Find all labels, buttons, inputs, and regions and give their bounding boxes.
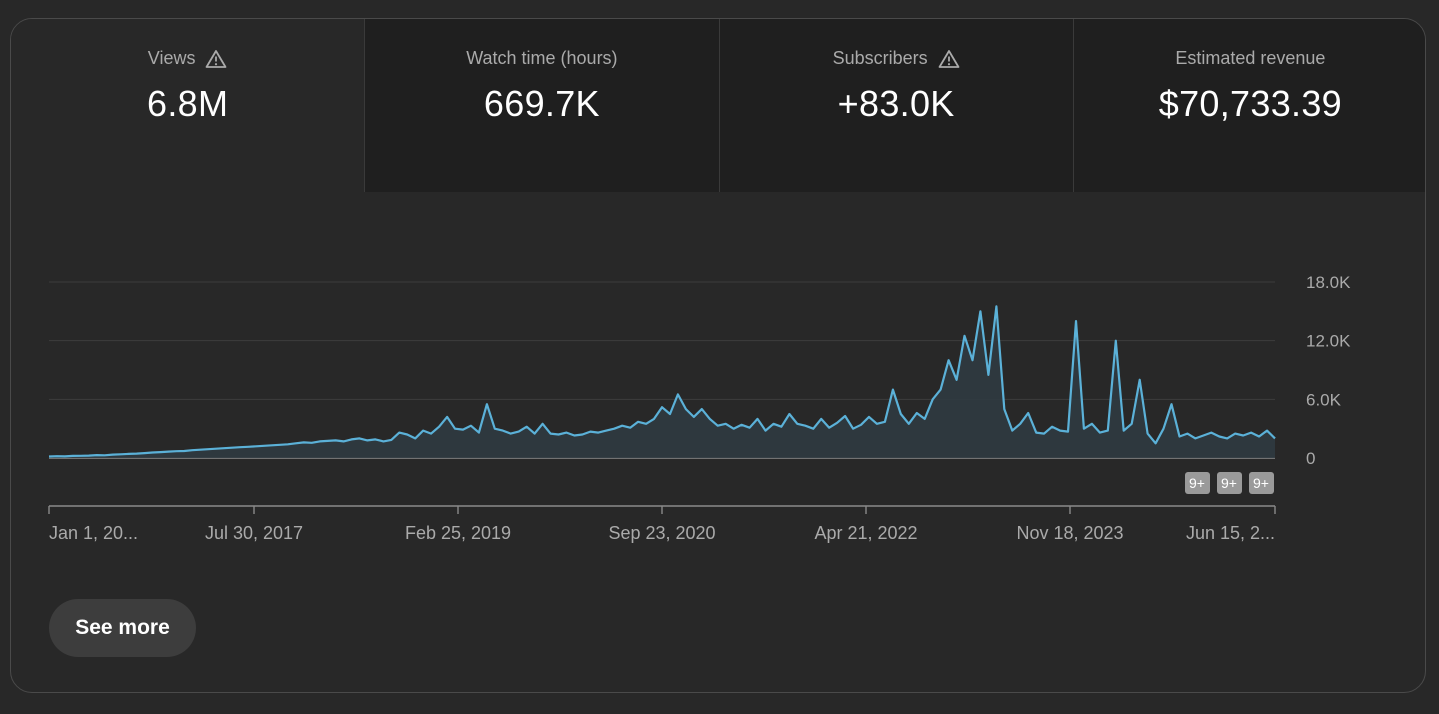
x-tick-label: Nov 18, 2023 [1016, 523, 1123, 543]
x-tick-label: Jan 1, 20... [49, 523, 138, 543]
metric-value: 6.8M [147, 83, 229, 124]
metric-tabs: Views 6.8M Watch time (hours) 669.7K Sub… [11, 19, 1425, 192]
y-tick-label: 12.0K [1306, 332, 1351, 351]
views-chart: 0 6.0K 12.0K 18.0K 9+ 9+ 9+ Jan 1, 20... Jul 30,… [11, 192, 1425, 592]
metric-label: Subscribers [832, 48, 928, 68]
tab-estimated-revenue[interactable]: Estimated revenue $70,733.39 [1072, 19, 1425, 192]
chart-svg: 0 6.0K 12.0K 18.0K 9+ 9+ 9+ Jan 1, 20... Jul 30,… [48, 273, 1351, 543]
x-tick-label: Feb 25, 2019 [405, 523, 511, 543]
metric-value: 669.7K [483, 83, 600, 124]
x-tick-label: Jul 30, 2017 [205, 523, 303, 543]
annotation-badge [1185, 472, 1210, 494]
annotation-badge-label: 9+ [1189, 475, 1205, 491]
annotation-badge [1217, 472, 1242, 494]
metric-label: Estimated revenue [1175, 48, 1326, 68]
x-tick-label: Apr 21, 2022 [814, 523, 917, 543]
series-line [48, 305, 1276, 458]
annotation-badge [1249, 472, 1274, 494]
metric-label: Views [147, 48, 196, 68]
metric-label: Watch time (hours) [466, 48, 618, 68]
analytics-card: Views 6.8M Watch time (hours) 669.7K Sub… [10, 18, 1426, 693]
metric-value: $70,733.39 [1158, 83, 1342, 124]
tab-subscribers[interactable]: Subscribers +83.0K [718, 19, 1073, 192]
warning-triangle-icon [938, 49, 960, 68]
annotation-badge-label: 9+ [1253, 475, 1269, 491]
warning-triangle-icon [206, 49, 227, 68]
y-tick-label: 0 [1306, 449, 1315, 468]
y-tick-label: 18.0K [1306, 273, 1351, 292]
tab-views[interactable]: Views 6.8M [11, 19, 365, 192]
metric-value: +83.0K [837, 83, 955, 124]
series-area [49, 306, 1275, 458]
x-tick-label: Jun 15, 2... [1186, 523, 1275, 543]
y-tick-label: 6.0K [1306, 390, 1342, 409]
annotation-badge-label: 9+ [1221, 475, 1237, 491]
tab-watch-time[interactable]: Watch time (hours) 669.7K [364, 19, 719, 192]
see-more-button[interactable]: See more [49, 599, 196, 657]
x-tick-label: Sep 23, 2020 [608, 523, 715, 543]
